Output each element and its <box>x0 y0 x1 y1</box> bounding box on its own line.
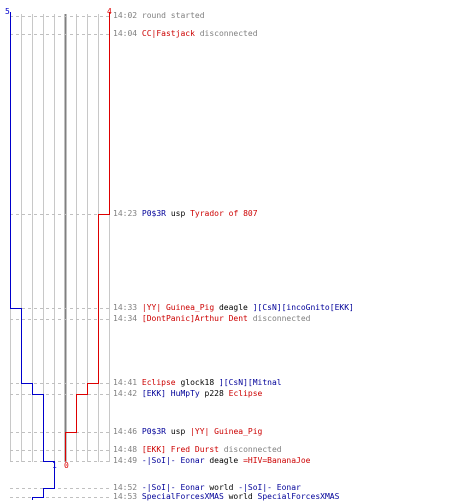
event-text: [DontPanic]Arthur Dent <box>137 314 248 323</box>
event-text: usp <box>166 427 191 436</box>
event-row: 14:48 [EKK] Fred Durst disconnected <box>113 445 282 455</box>
event-text: Tyrador of 807 <box>190 209 258 218</box>
event-text: deagle <box>214 303 253 312</box>
event-text: -|SoI|- Eonar <box>137 483 205 492</box>
event-text: [EKK] Fred Durst <box>137 445 219 454</box>
event-text: disconnected <box>247 314 311 323</box>
bottom-red-count: 0 <box>64 461 69 470</box>
event-text: -|SoI|- Eonar <box>137 456 205 465</box>
event-row: 14:41 Eclipse glock18 ][CsN][Mitnal <box>113 378 282 388</box>
event-text: SpecialForcesXMAS <box>137 492 224 501</box>
event-text: SpecialForcesXMAS <box>257 492 340 501</box>
event-row: 14:23 P0$3R usp Tyrador of 807 <box>113 209 258 219</box>
red-team-line <box>65 12 110 462</box>
event-time: 14:34 <box>113 314 138 323</box>
event-text: P0$3R <box>137 209 166 218</box>
event-time: 14:53 <box>113 492 138 501</box>
event-time: 14:48 <box>113 445 138 454</box>
event-text: deagle <box>204 456 244 465</box>
event-text: glock18 <box>175 378 219 387</box>
event-text: =HIV=BananaJoe <box>243 456 311 465</box>
event-row: 14:02 round started <box>113 11 205 21</box>
event-row: 14:04 CC|Fastjack disconnected <box>113 29 258 39</box>
event-text: [EKK] HuMpTy <box>137 389 200 398</box>
event-dash-lines <box>10 16 112 498</box>
event-text: ][CsN][incoGnito[EKK] <box>252 303 354 312</box>
event-time: 14:02 <box>113 11 138 20</box>
event-text: usp <box>166 209 191 218</box>
event-time: 14:46 <box>113 427 138 436</box>
event-time: 14:04 <box>113 29 138 38</box>
event-text: |YY| Guinea_Pig <box>190 427 263 436</box>
event-text: round started <box>137 11 205 20</box>
event-row: 14:42 [EKK] HuMpTy p228 Eclipse <box>113 389 262 399</box>
event-row: 14:46 P0$3R usp |YY| Guinea_Pig <box>113 427 262 437</box>
event-text: -|SoI|- Eonar <box>238 483 301 492</box>
event-text: P0$3R <box>137 427 166 436</box>
event-text: Eclipse <box>228 389 263 398</box>
event-time: 14:33 <box>113 303 138 312</box>
event-row: 14:49 -|SoI|- Eonar deagle =HIV=BananaJo… <box>113 456 311 466</box>
event-time: 14:23 <box>113 209 138 218</box>
event-text: p228 <box>199 389 229 398</box>
top-left-count: 5 <box>5 7 10 16</box>
event-text: |YY| Guinea_Pig <box>137 303 215 312</box>
event-time: 14:41 <box>113 378 138 387</box>
event-text: CC|Fastjack <box>137 29 195 38</box>
event-text: disconnected <box>194 29 258 38</box>
blue-team-line <box>10 12 55 500</box>
event-row: 14:33 |YY| Guinea_Pig deagle ][CsN][inco… <box>113 303 354 313</box>
event-time: 14:49 <box>113 456 138 465</box>
bottom-blue-count: 1 <box>52 461 57 470</box>
event-time: 14:42 <box>113 389 138 398</box>
event-text: Eclipse <box>137 378 176 387</box>
event-text: disconnected <box>218 445 282 454</box>
top-right-count: 4 <box>107 7 112 16</box>
event-row: 14:53 SpecialForcesXMAS world SpecialFor… <box>113 492 339 502</box>
event-text: ][CsN][Mitnal <box>218 378 282 387</box>
event-time: 14:52 <box>113 483 138 492</box>
event-text: world <box>204 483 239 492</box>
event-row: 14:34 [DontPanic]Arthur Dent disconnecte… <box>113 314 311 324</box>
event-row: 14:52 -|SoI|- Eonar world -|SoI|- Eonar <box>113 483 301 493</box>
event-text: world <box>223 492 258 501</box>
